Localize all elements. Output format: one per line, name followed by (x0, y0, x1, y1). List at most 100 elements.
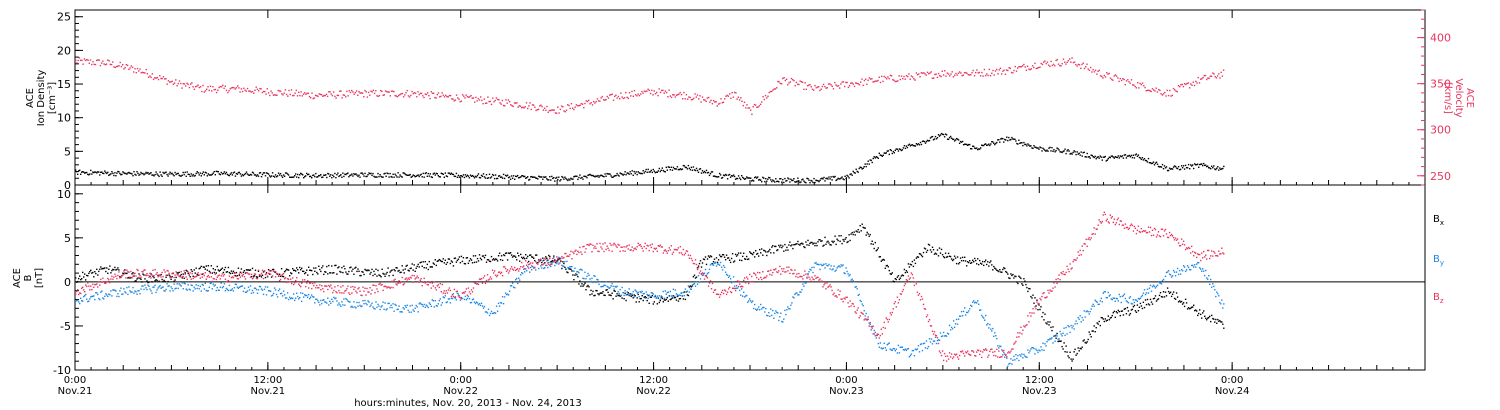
b-series-by-point (194, 288, 196, 290)
density-series-point (721, 176, 724, 179)
density-series-point (406, 174, 408, 176)
b-series-bz-point (157, 275, 159, 278)
b-series-by-point (826, 265, 828, 267)
b-series-bx-point (1108, 319, 1110, 321)
velocity-series-point (308, 95, 311, 98)
density-series-point (304, 175, 306, 178)
b-series-bx-point (821, 240, 823, 242)
b-series-bx-point (500, 255, 503, 257)
velocity-series-point (186, 82, 188, 84)
density-series-point (376, 176, 378, 178)
b-series-bz-point (245, 272, 248, 274)
density-series-point (976, 147, 978, 149)
velocity-series-point (346, 90, 348, 93)
b-series-bz-point (266, 275, 269, 277)
b-series-bx-point (718, 254, 721, 256)
b-series-by-point (912, 349, 915, 352)
density-series-point (860, 166, 862, 169)
velocity-series-point (827, 83, 830, 85)
b-series-bx-point (849, 239, 851, 242)
b-series-bx-point (502, 254, 505, 256)
b-series-bz-point (338, 289, 340, 292)
density-series-point (992, 141, 994, 143)
b-series-bz-point (168, 272, 170, 274)
velocity-series-point (585, 100, 587, 102)
velocity-series-point (512, 105, 514, 108)
b-series-by-point (540, 265, 542, 267)
velocity-series-point (435, 97, 437, 99)
velocity-series-point (531, 104, 534, 106)
b-series-bx-point (887, 266, 889, 268)
b-series-bx-point (691, 285, 694, 287)
b-series-by-point (792, 296, 794, 298)
density-series-point (998, 139, 1000, 141)
b-series-bx-point (1020, 277, 1022, 280)
b-series-by-point (633, 296, 635, 298)
b-series-bx-point (370, 271, 372, 274)
velocity-series-point (1172, 87, 1175, 90)
velocity-series-point (423, 96, 425, 99)
density-series-point (192, 173, 194, 176)
b-series-by-point (367, 300, 369, 302)
b-series-bx-point (80, 278, 82, 281)
velocity-series-point (250, 91, 252, 93)
velocity-series-point (160, 77, 162, 80)
velocity-series-point (82, 63, 84, 65)
b-series-by-point (506, 293, 509, 295)
b-series-bx-point (705, 263, 708, 266)
b-series-by-point (926, 347, 929, 350)
b-series-by-point (568, 267, 570, 269)
velocity-series-point (638, 94, 641, 97)
velocity-series-point (1154, 90, 1156, 92)
b-series-by-point (230, 289, 233, 291)
density-series-point (1130, 154, 1133, 157)
velocity-series-point (915, 72, 918, 74)
b-series-bx-point (1206, 319, 1208, 321)
b-series-bx-point (572, 274, 574, 276)
density-series-point (114, 172, 116, 174)
density-series-point (338, 175, 340, 178)
velocity-series-point (489, 100, 491, 103)
b-series-bx-point (880, 260, 882, 262)
b-series-bx-point (567, 271, 569, 274)
velocity-series-point (1166, 89, 1168, 92)
velocity-series-point (1180, 84, 1182, 86)
b-series-bx-point (437, 260, 439, 262)
b-series-bx-point (860, 230, 862, 232)
b-series-bz-point (371, 289, 373, 291)
density-series-point (599, 175, 601, 177)
density-series-point (76, 171, 78, 173)
b-series-by-point (212, 283, 214, 285)
b-series-by-point (1190, 269, 1192, 271)
density-series-point (287, 174, 290, 176)
b-series-bz-point (95, 283, 97, 286)
velocity-series-point (795, 81, 798, 84)
velocity-series-point (742, 104, 744, 107)
density-series-point (1120, 155, 1122, 158)
b-series-by-point (400, 311, 402, 313)
b-series-by-point (962, 310, 965, 313)
density-series-point (659, 170, 661, 173)
velocity-series-point (470, 94, 472, 97)
density-series-point (1058, 149, 1060, 151)
velocity-series-point (135, 72, 137, 74)
velocity-series-point (785, 78, 788, 80)
density-series-point (289, 176, 291, 178)
density-series-point (617, 174, 619, 176)
density-series-point (532, 176, 534, 178)
velocity-series-point (703, 99, 705, 101)
velocity-series-point (890, 75, 893, 77)
b-series-bx-point (247, 269, 250, 271)
b-series-bx-point (1017, 282, 1019, 285)
density-series-point (263, 172, 266, 174)
b-series-by-point (1163, 280, 1166, 283)
velocity-series-point (451, 98, 453, 100)
b-series-by-point (863, 310, 865, 312)
b-series-bz-point (196, 275, 198, 277)
density-series-point (938, 135, 941, 137)
density-series-point (170, 173, 172, 175)
b-series-bx-point (838, 235, 840, 237)
b-series-by-point (560, 257, 562, 259)
density-series-point (1066, 150, 1068, 152)
density-series-point (117, 170, 119, 173)
